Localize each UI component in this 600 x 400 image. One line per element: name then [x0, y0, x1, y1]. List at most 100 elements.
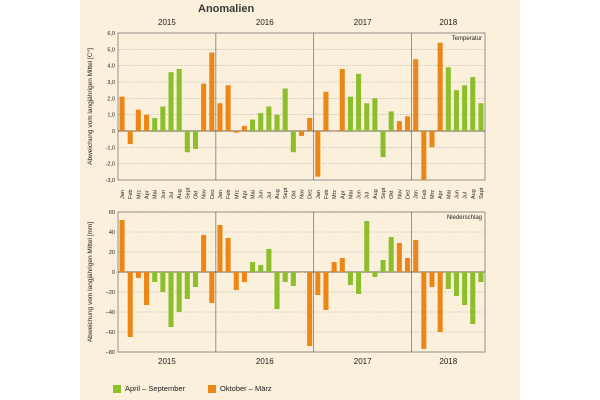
month-label: Mai [153, 190, 159, 199]
month-label: Sept [185, 187, 191, 199]
month-label: Jan [414, 190, 420, 199]
month-label: Jun [259, 190, 265, 199]
precipitation-bar [298, 272, 305, 273]
precipitation-tick-label: −80 [106, 350, 115, 356]
temperature-bar [135, 109, 141, 131]
temperature-bar [396, 121, 402, 131]
temperature-bar [445, 67, 451, 131]
temperature-bar [453, 90, 459, 131]
month-label: Dez [308, 189, 314, 199]
precipitation-bar [241, 272, 247, 282]
precipitation-bar [372, 272, 378, 277]
month-label: Mai [251, 190, 257, 199]
precipitation-bar [209, 272, 215, 303]
precipitation-bar [144, 272, 150, 305]
temperature-bar [437, 42, 443, 131]
month-label: Jan [120, 190, 126, 199]
precipitation-bar [233, 272, 239, 290]
month-label: Jun [357, 190, 363, 199]
precipitation-bar [364, 221, 370, 272]
month-label: Mrz [136, 190, 142, 199]
month-label: Sept [283, 187, 289, 199]
precipitation-bar [184, 272, 190, 299]
month-label: Jul [463, 192, 469, 199]
month-label: Mrz [332, 190, 338, 199]
precipitation-bar [478, 272, 484, 282]
temperature-bar [168, 72, 174, 131]
month-label: Jul [365, 192, 371, 199]
precipitation-bar [127, 272, 133, 337]
precipitation-tick-label: 20 [109, 250, 115, 256]
temperature-tick-label: -3,0 [106, 178, 115, 184]
precipitation-bar [282, 272, 288, 282]
precipitation-bar [388, 237, 394, 272]
month-label: Okt [389, 190, 395, 199]
temperature-bar [209, 52, 215, 131]
year-label-bottom-2018: 2018 [439, 357, 457, 366]
precipitation-tick-label: −40 [106, 310, 115, 316]
temperature-bar [388, 111, 394, 131]
precipitation-tick-label: 40 [109, 230, 115, 236]
precipitation-bar [250, 262, 256, 272]
precipitation-bar [462, 272, 468, 305]
month-label: Nov [202, 189, 208, 199]
precipitation-bar [380, 260, 386, 272]
month-label: Mrz [234, 190, 240, 199]
temperature-tick-label: 1,0 [107, 113, 115, 119]
precipitation-bar [135, 272, 141, 278]
temperature-bar [192, 131, 199, 149]
precipitation-bar [225, 238, 231, 272]
year-label-top-2015: 2015 [158, 18, 176, 27]
precipitation-bar [258, 265, 264, 272]
precipitation-bar [331, 262, 337, 272]
month-label: Feb [226, 190, 232, 199]
chart-figure: Anomalien 2015 2016 2017 2018 2015 2016 2017 20… [80, 0, 520, 400]
temperature-tick-label: -1,0 [106, 145, 115, 151]
precipitation-bar [453, 272, 459, 296]
temperature-bar [462, 85, 468, 131]
temperature-bar [478, 103, 484, 131]
temperature-tick-label: 5,0 [107, 47, 115, 53]
precipitation-tick-label: −60 [106, 330, 115, 336]
temperature-bar [127, 131, 133, 145]
temperature-bar [347, 96, 353, 131]
precipitation-tick-label: −20 [106, 290, 115, 296]
temperature-bar [429, 131, 435, 148]
temperature-bar [470, 77, 476, 131]
precipitation-bar [119, 220, 125, 272]
precipitation-bar [347, 272, 353, 285]
temperature-bar [225, 85, 231, 131]
temperature-tick-label: 0 [112, 129, 115, 135]
legend-swatch-growing [113, 384, 121, 393]
temperature-bar [184, 131, 190, 153]
temperature-bar [421, 131, 427, 180]
temperature-bar [323, 91, 329, 131]
temperature-bar [119, 96, 125, 131]
month-label: Aug [471, 189, 477, 199]
temperature-bar [339, 68, 345, 131]
temperature-bar [144, 114, 150, 131]
temperature-bar [364, 103, 370, 131]
month-label: Dez [210, 189, 216, 199]
temperature-bar [250, 119, 256, 131]
temperature-bar [315, 131, 321, 177]
year-label-bottom-2015: 2015 [158, 357, 176, 366]
temperature-bar [266, 106, 272, 131]
chart-title: Anomalien [198, 3, 255, 15]
precipitation-bar [274, 272, 280, 309]
temperature-bar [380, 131, 386, 158]
precipitation-bar [470, 272, 476, 324]
month-label: Nov [300, 189, 306, 199]
temperature-tick-label: 3,0 [107, 80, 115, 86]
month-label: Aug [177, 189, 183, 199]
precipitation-tick-label: 0 [112, 270, 115, 276]
precipitation-bar [396, 243, 402, 272]
temperature-bar [290, 131, 296, 153]
precipitation-bar [413, 240, 419, 272]
temperature-tick-label: 4,0 [107, 64, 115, 70]
year-label-top-2018: 2018 [439, 18, 457, 27]
legend-item-growing: April – September [113, 384, 185, 393]
precipitation-bar [404, 258, 411, 272]
precipitation-bar [445, 272, 451, 289]
temperature-panel-label: Temperatur [452, 36, 482, 42]
